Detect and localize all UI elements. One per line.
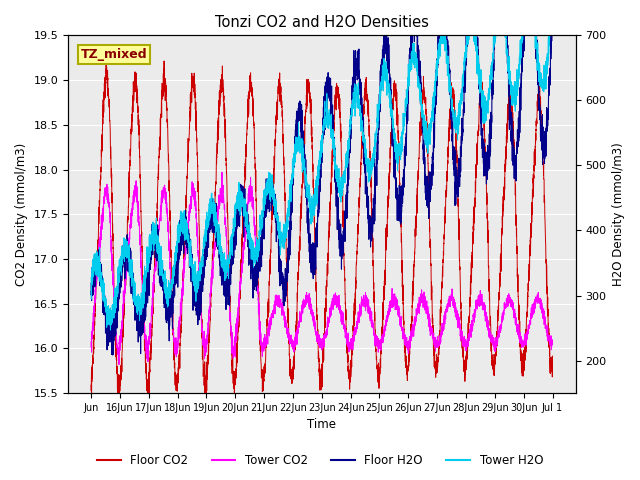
Title: Tonzi CO2 and H2O Densities: Tonzi CO2 and H2O Densities — [215, 15, 429, 30]
X-axis label: Time: Time — [307, 419, 336, 432]
Text: TZ_mixed: TZ_mixed — [81, 48, 147, 61]
Y-axis label: CO2 Density (mmol/m3): CO2 Density (mmol/m3) — [15, 143, 28, 286]
Legend: Floor CO2, Tower CO2, Floor H2O, Tower H2O: Floor CO2, Tower CO2, Floor H2O, Tower H… — [92, 449, 548, 472]
Y-axis label: H2O Density (mmol/m3): H2O Density (mmol/m3) — [612, 143, 625, 286]
